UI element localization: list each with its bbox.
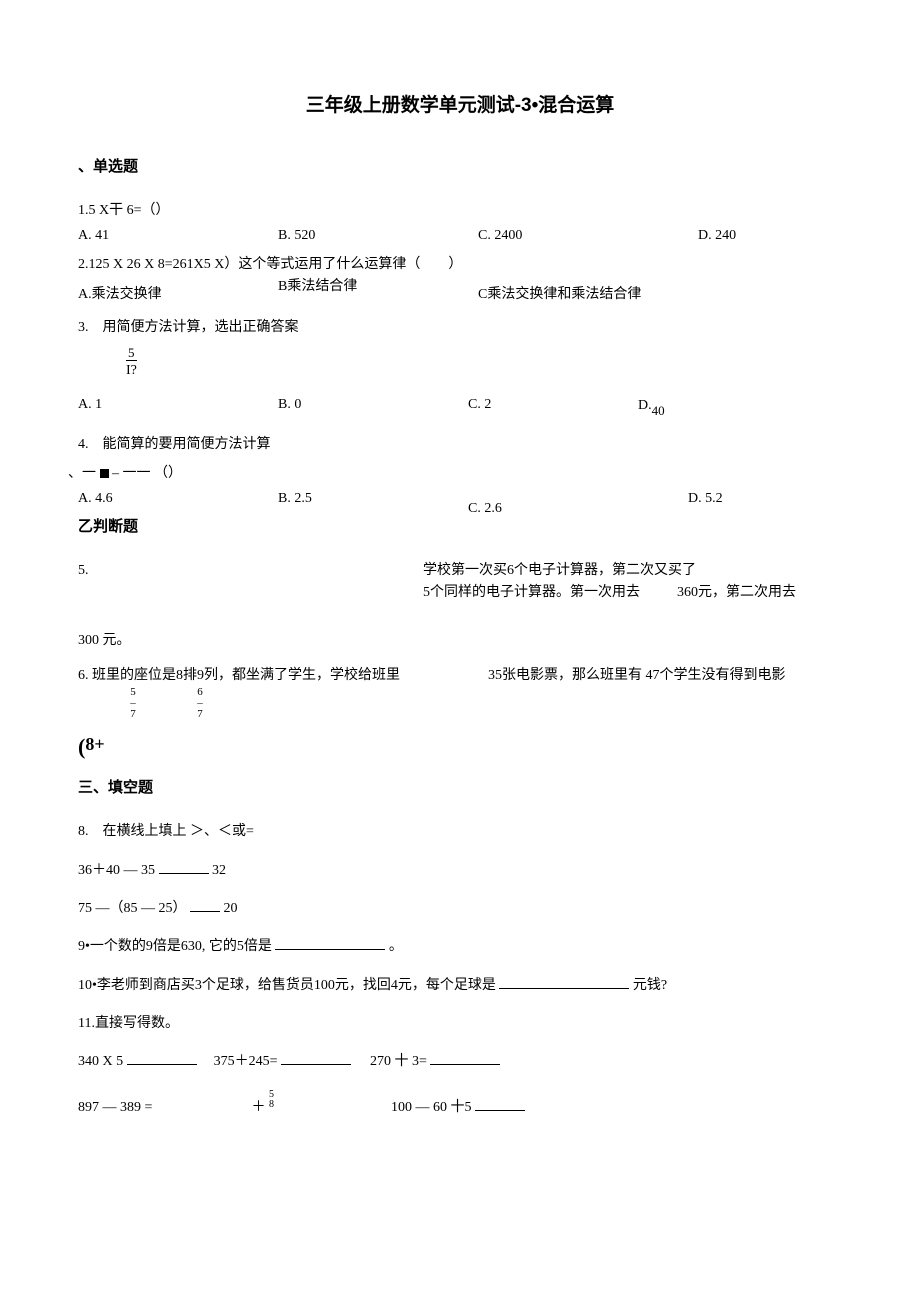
q10-blank[interactable]	[499, 975, 629, 989]
q10: 10•李老师到商店买3个足球，给售货员100元，找回4元，每个足球是 元钱?	[78, 975, 842, 997]
q11-blank4[interactable]	[475, 1097, 525, 1111]
q4-opt-D: D. 5.2	[688, 491, 842, 507]
q11-line2: 897 — 389 = ＋ 58 100 — 60 十5	[78, 1090, 842, 1119]
q5-num: 5.	[78, 560, 423, 582]
q4-options: A. 4.6 B. 2.5 C. 2.6 D. 5.2	[78, 491, 842, 507]
q9: 9•一个数的9倍是630, 它的5倍是 。	[78, 936, 842, 958]
section-2-head: 乙判断题	[78, 515, 842, 536]
q2-opt-A: A.乘法交换律	[78, 283, 278, 303]
q8-line2: 75 —（85 — 25） 20	[78, 898, 842, 920]
q4-stem: 4. 能简算的要用简便方法计算	[78, 434, 842, 456]
q7-paren: (8+	[78, 734, 842, 760]
q8-stem: 8. 在横线上填上 ＞、＜或=	[78, 821, 842, 843]
q2-stem: 2.125 X 26 X 8=261X5 X）这个等式运用了什么运算律（ ）	[78, 254, 842, 276]
q6-frac2: 6–7	[195, 687, 205, 720]
q11-head: 11.直接写得数。	[78, 1013, 842, 1035]
q1-options: A. 41 B. 520 C. 2400 D. 240	[78, 228, 842, 244]
q8-line1: 36＋40 — 35 32	[78, 860, 842, 882]
q3-opt-D: D.40	[638, 397, 842, 414]
black-square-icon	[100, 469, 109, 478]
q3-frac: 5	[126, 346, 137, 360]
q3-stem: 3. 用简便方法计算，选出正确答案	[78, 317, 842, 339]
page-title: 三年级上册数学单元测试-3•混合运算	[78, 90, 842, 117]
q8-blank2[interactable]	[190, 898, 220, 912]
q8-blank1[interactable]	[159, 860, 209, 874]
q11-blank2[interactable]	[281, 1052, 351, 1066]
q2-opt-B: B乘法结合律	[278, 275, 478, 295]
q5-row2: 5个同样的电子计算器。第一次用去 360元，第二次用去	[423, 582, 842, 604]
q11-blank1[interactable]	[127, 1052, 197, 1066]
q11-line1: 340 X 5 375＋245= 270 十 3=	[78, 1051, 842, 1073]
q2-opt-C: C乘法交换律和乘法结合律	[478, 283, 842, 303]
q3-below: I?	[126, 363, 842, 379]
q5-line2a: 5个同样的电子计算器。第一次用去	[423, 585, 640, 600]
q3-opt-B: B. 0	[278, 397, 468, 414]
q6-fracs: 5–7 6–7	[128, 685, 842, 718]
q1-stem: 1.5 X干 6=（）	[78, 200, 842, 222]
q6-row: 6. 班里的座位是8排9列，都坐满了学生，学校给班里 35张电影票，那么班里有 …	[78, 665, 842, 687]
q2-options: A.乘法交换律 B乘法结合律 C乘法交换律和乘法结合律	[78, 283, 842, 303]
q6-a: 6. 班里的座位是8排9列，都坐满了学生，学校给班里	[78, 665, 448, 687]
q6-b: 35张电影票，那么班里有 47个学生没有得到电影	[488, 665, 786, 687]
page: 三年级上册数学单元测试-3•混合运算 、单选题 1.5 X干 6=（） A. 4…	[0, 0, 920, 1185]
q5-end: 300 元。	[78, 629, 842, 649]
q6-frac1: 5–7	[128, 687, 138, 720]
q4-expr: 、一 – 一一 （）	[68, 463, 842, 485]
q1-opt-A: A. 41	[78, 228, 278, 244]
q5-line1: 学校第一次买6个电子计算器，第二次又买了	[423, 560, 696, 582]
q3-opt-C: C. 2	[468, 397, 638, 414]
q11-blank3[interactable]	[430, 1052, 500, 1066]
q3-opt-A: A. 1	[78, 397, 278, 414]
q3-extra: 5 I?	[126, 345, 842, 379]
q4-opt-B: B. 2.5	[278, 491, 468, 507]
q1-opt-D: D. 240	[698, 228, 842, 244]
q11-frac: 58	[269, 1090, 274, 1110]
section-1-head: 、单选题	[78, 155, 842, 176]
q4-opt-A: A. 4.6	[78, 491, 278, 507]
q5-row1: 5. 学校第一次买6个电子计算器，第二次又买了	[78, 560, 842, 582]
q5-line2b: 360元，第二次用去	[677, 585, 796, 600]
q4-opt-C: C. 2.6	[468, 501, 688, 517]
q1-opt-B: B. 520	[278, 228, 478, 244]
q3-options: A. 1 B. 0 C. 2 D.40	[78, 397, 842, 414]
q1-opt-C: C. 2400	[478, 228, 698, 244]
q9-blank[interactable]	[275, 937, 385, 951]
section-3-head: 三、填空题	[78, 776, 842, 797]
